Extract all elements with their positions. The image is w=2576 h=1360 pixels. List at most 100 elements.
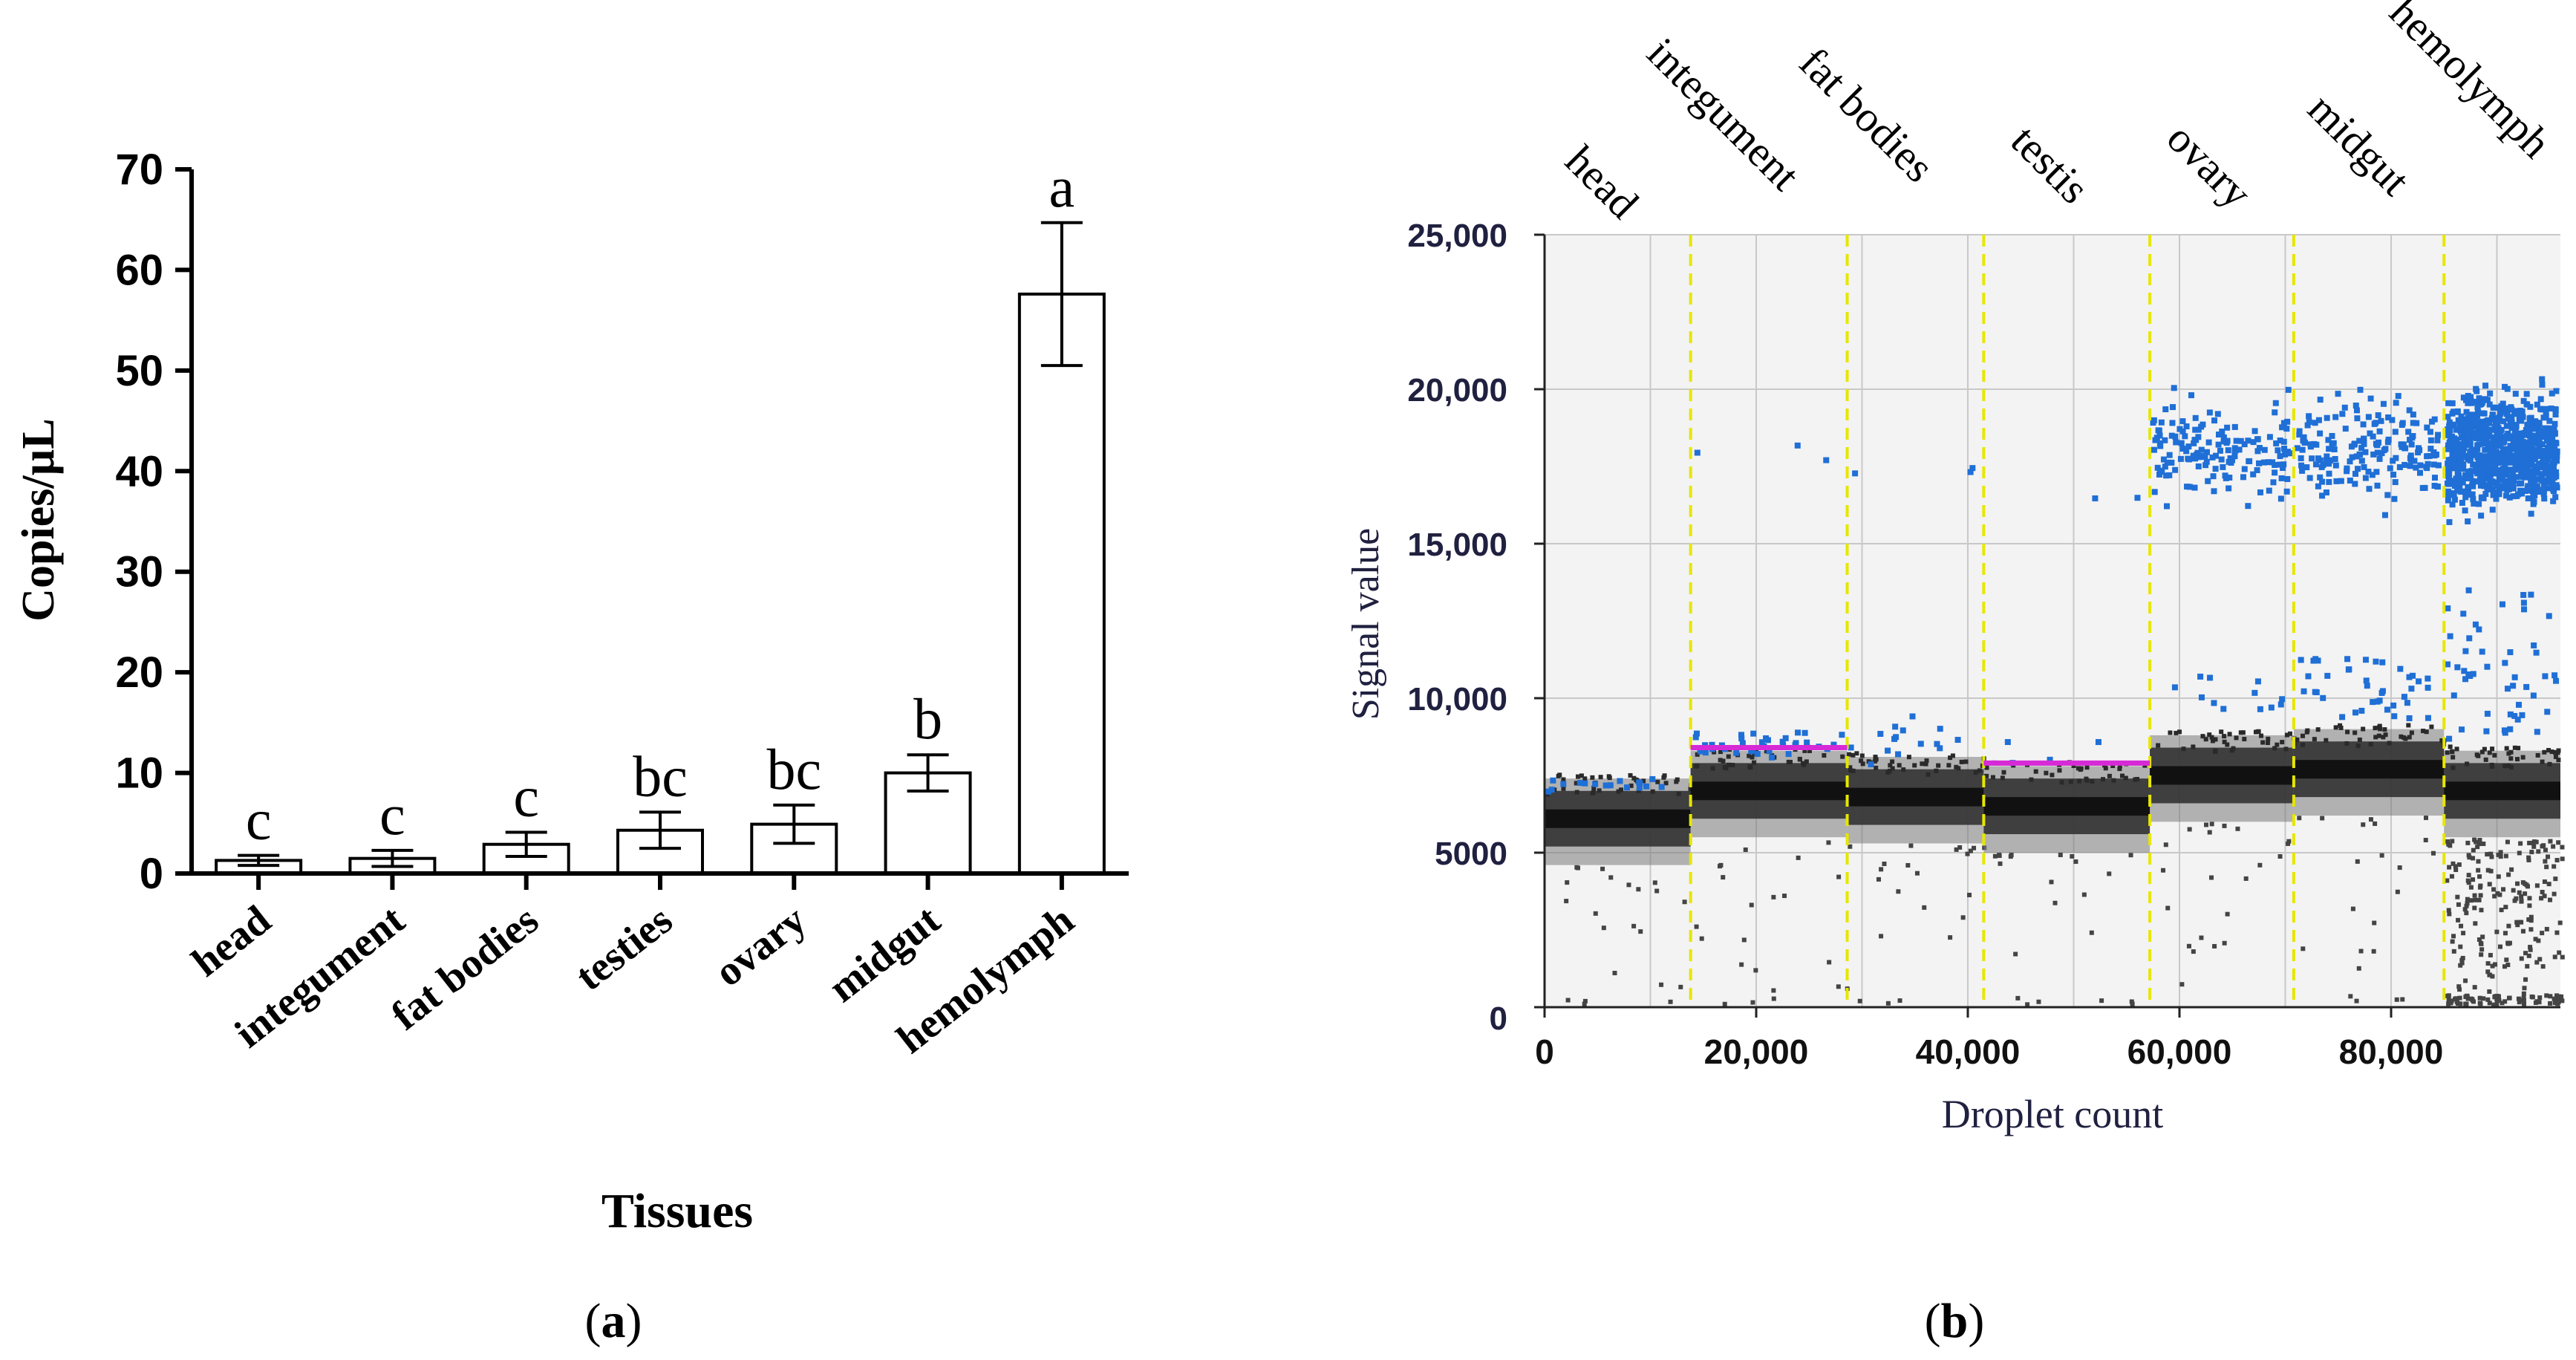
b-negative-droplet <box>2490 963 2495 969</box>
b-negative-droplet <box>2464 1001 2469 1006</box>
b-negative-droplet <box>1628 783 1634 788</box>
b-negative-droplet <box>2451 934 2456 939</box>
b-positive-droplet <box>2484 663 2491 670</box>
b-positive-droplet <box>2389 417 2396 423</box>
b-positive-droplet <box>2454 479 2461 486</box>
b-negative-droplet <box>1914 871 1920 876</box>
b-positive-droplet <box>2185 443 2192 450</box>
b-positive-droplet <box>2231 423 2238 430</box>
b-negative-droplet <box>1826 840 1831 845</box>
b-negative-droplet <box>1801 762 1807 767</box>
b-positive-droplet <box>2173 439 2179 446</box>
b-positive-droplet <box>2192 414 2199 421</box>
b-positive-droplet <box>2517 434 2524 440</box>
b-positive-droplet <box>2286 450 2292 457</box>
a-y-axis-title: Copies/µL <box>13 418 64 621</box>
b-negative-band-core <box>1545 809 1691 828</box>
b-negative-droplet <box>2458 963 2463 968</box>
a-significance-label: a <box>1049 154 1075 219</box>
b-negative-droplet <box>2222 734 2227 739</box>
b-positive-droplet <box>2530 692 2537 699</box>
b-positive-droplet <box>2464 416 2471 423</box>
b-positive-droplet <box>2525 483 2531 489</box>
b-negative-droplet <box>2209 821 2214 827</box>
b-positive-droplet <box>2483 463 2490 470</box>
b-negative-droplet <box>2445 839 2450 844</box>
b-negative-droplet <box>2485 969 2491 975</box>
b-negative-droplet <box>2407 735 2412 740</box>
b-positive-droplet <box>2540 453 2547 460</box>
b-negative-droplet <box>2447 911 2452 917</box>
b-negative-droplet <box>2377 723 2382 729</box>
b-positive-droplet <box>2300 437 2306 444</box>
b-negative-droplet <box>1565 880 1570 885</box>
b-negative-droplet <box>2498 850 2503 855</box>
b-negative-droplet <box>1912 763 1917 768</box>
b-negative-droplet <box>1576 865 1581 871</box>
b-negative-droplet <box>1796 855 1801 860</box>
b-negative-droplet <box>1771 894 1776 899</box>
b-positive-droplet <box>2520 458 2527 465</box>
b-positive-droplet <box>2486 401 2493 408</box>
b-positive-droplet <box>2426 452 2433 459</box>
b-negative-droplet <box>1984 765 1989 770</box>
b-positive-droplet <box>2547 466 2554 473</box>
b-negative-droplet <box>2490 974 2495 979</box>
a-significance-label: c <box>379 782 405 847</box>
b-positive-droplet <box>2304 422 2311 429</box>
b-negative-droplet <box>2129 999 2134 1004</box>
b-positive-droplet <box>2251 428 2258 435</box>
b-negative-droplet <box>2058 853 2063 858</box>
b-positive-droplet <box>2499 434 2505 440</box>
b-positive-droplet <box>2312 461 2319 468</box>
b-negative-droplet <box>2500 1001 2505 1006</box>
b-positive-droplet <box>2536 439 2543 446</box>
b-negative-droplet <box>2120 773 2125 778</box>
b-positive-droplet <box>2445 661 2451 668</box>
b-positive-droplet <box>2548 426 2554 432</box>
b-negative-droplet <box>1564 899 1569 904</box>
b-negative-droplet <box>1750 1000 1755 1005</box>
b-negative-droplet <box>2503 853 2508 859</box>
b-negative-droplet <box>2526 857 2531 862</box>
b-positive-droplet <box>1937 726 1943 732</box>
b-negative-droplet <box>2501 887 2506 892</box>
b-well-label-hemolymph: hemolymph <box>2381 0 2560 167</box>
b-positive-droplet <box>2373 658 2379 665</box>
b-positive-droplet <box>2465 587 2472 593</box>
b-positive-droplet <box>2171 684 2178 691</box>
b-panel-caption: (b) <box>1925 1294 1985 1348</box>
b-positive-droplet <box>2502 729 2508 736</box>
b-negative-droplet <box>1726 762 1731 767</box>
b-positive-droplet <box>2503 423 2510 429</box>
b-positive-droplet <box>2490 404 2497 411</box>
b-negative-droplet <box>2457 995 2462 1001</box>
b-negative-droplet <box>1699 936 1704 941</box>
b-negative-droplet <box>2207 830 2212 835</box>
b-positive-droplet <box>2514 716 2521 723</box>
b-positive-droplet <box>2543 406 2549 412</box>
b-positive-droplet <box>2092 495 2099 501</box>
b-negative-droplet <box>1923 761 1928 767</box>
b-negative-droplet <box>2471 847 2476 853</box>
b-negative-droplet <box>2355 859 2360 864</box>
b-positive-droplet <box>1738 735 1745 742</box>
b-positive-droplet <box>2516 480 2523 487</box>
b-positive-droplet <box>2549 478 2556 484</box>
b-negative-droplet <box>2497 944 2502 949</box>
b-negative-droplet <box>2525 963 2530 969</box>
b-negative-droplet <box>1636 887 1641 892</box>
b-negative-droplet <box>2542 749 2547 755</box>
b-negative-droplet <box>1659 982 1664 987</box>
b-negative-droplet <box>2497 998 2502 1003</box>
b-positive-droplet <box>2317 430 2324 437</box>
b-negative-droplet <box>2487 882 2492 887</box>
b-positive-droplet <box>2453 458 2460 464</box>
b-negative-droplet <box>2107 773 2112 778</box>
b-positive-droplet <box>1937 745 1943 752</box>
b-positive-droplet <box>2384 492 2391 498</box>
b-negative-droplet <box>2458 1001 2463 1006</box>
b-negative-droplet <box>2476 859 2481 864</box>
b-negative-droplet <box>2476 868 2481 873</box>
b-positive-droplet <box>2512 463 2519 469</box>
